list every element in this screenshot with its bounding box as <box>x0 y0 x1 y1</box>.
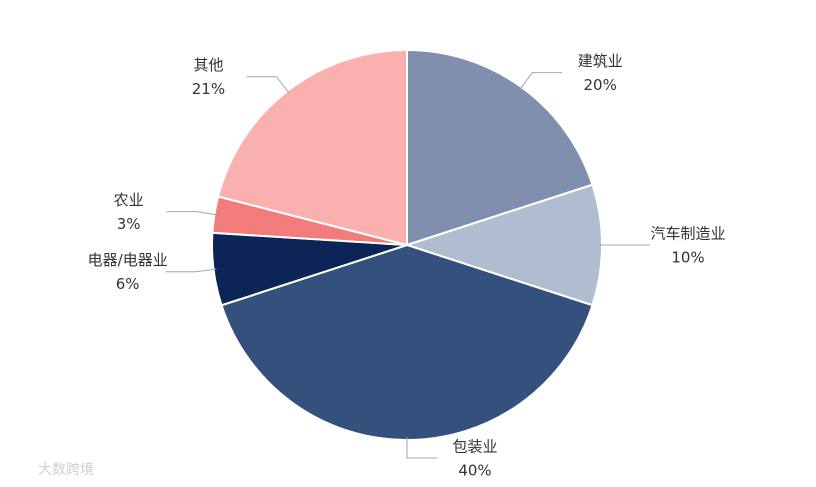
leader-line <box>519 72 563 90</box>
slice-value-label: 3% <box>117 215 141 233</box>
leader-line <box>406 437 437 459</box>
leader-line <box>166 211 218 216</box>
slice-value-label: 40% <box>458 462 491 480</box>
slice-value-label: 6% <box>116 275 140 293</box>
slice-value-label: 20% <box>584 76 617 94</box>
slice-label: 包装业 <box>452 438 497 456</box>
slice-label: 汽车制造业 <box>650 225 725 243</box>
slice-label: 农业 <box>114 191 144 209</box>
slice-label: 电器/电器业 <box>88 251 168 269</box>
leader-line <box>246 76 290 94</box>
watermark: 大数跨境 <box>38 462 94 478</box>
slice-label: 建筑业 <box>578 52 623 70</box>
slice-value-label: 21% <box>192 80 225 98</box>
slice-label: 其他 <box>193 56 223 74</box>
slice-value-label: 10% <box>671 249 704 267</box>
leader-line <box>165 268 217 273</box>
